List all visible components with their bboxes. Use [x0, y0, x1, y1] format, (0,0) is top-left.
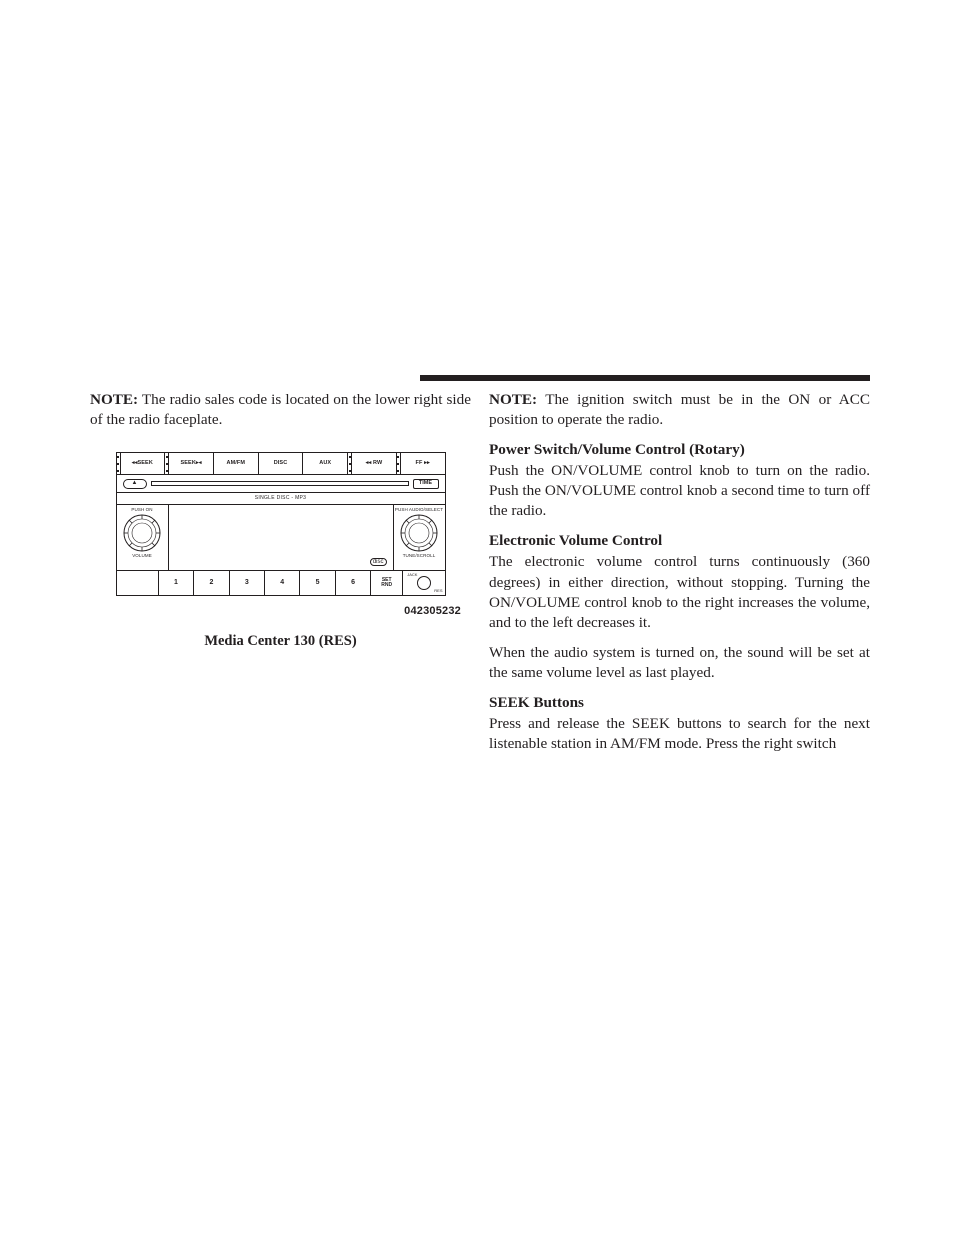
- time-button[interactable]: TIME: [413, 479, 439, 489]
- radio-top-row: ◂◂SEEK SEEK▸◂ AM/FM DISC AUX ◂◂ RW FF ▸▸: [117, 453, 445, 475]
- radio-bottom-row: 1 2 3 4 5 6 SETRND JACK RES: [117, 571, 445, 595]
- aux-jack-cell: JACK RES: [403, 571, 444, 595]
- figure-caption: Media Center 130 (RES): [90, 632, 471, 651]
- heading-seek: SEEK Buttons: [489, 693, 870, 713]
- preset-6[interactable]: 6: [336, 571, 371, 595]
- seek-back-button[interactable]: ◂◂SEEK: [121, 453, 166, 474]
- eject-icon: ▲: [132, 480, 138, 488]
- heading-power-switch: Power Switch/Volume Control (Rotary): [489, 440, 870, 460]
- radio-mid-row: PUSH ON: [117, 505, 445, 571]
- right-note: NOTE: The ignition switch must be in the…: [489, 390, 870, 430]
- note-text: The ignition switch must be in the ON or…: [489, 391, 870, 428]
- radio-figure: ◂◂SEEK SEEK▸◂ AM/FM DISC AUX ◂◂ RW FF ▸▸: [90, 452, 471, 651]
- bottom-spacer: [117, 571, 159, 595]
- page-content: NOTE: The radio sales code is located on…: [90, 390, 870, 754]
- disc-button[interactable]: DISC: [259, 453, 304, 474]
- preset-3[interactable]: 3: [230, 571, 265, 595]
- radio-slot-row: ▲ TIME: [117, 475, 445, 493]
- preset-5[interactable]: 5: [300, 571, 335, 595]
- heading-volume-control: Electronic Volume Control: [489, 531, 870, 551]
- preset-2[interactable]: 2: [194, 571, 229, 595]
- radio-display: disc: [169, 505, 393, 570]
- seek-fwd-button[interactable]: SEEK▸◂: [169, 453, 214, 474]
- aux-jack[interactable]: [417, 576, 431, 590]
- volume-label: VOLUME: [132, 553, 152, 559]
- header-rule: [420, 375, 870, 381]
- volume-knob-cell: PUSH ON: [117, 505, 169, 570]
- rw-button[interactable]: ◂◂ RW: [352, 453, 397, 474]
- para-seek: Press and release the SEEK buttons to se…: [489, 714, 870, 754]
- tune-label: TUNE/SCROLL: [403, 553, 436, 559]
- volume-knob[interactable]: [122, 513, 162, 553]
- tune-knob[interactable]: [399, 513, 439, 553]
- ff-button[interactable]: FF ▸▸: [401, 453, 445, 474]
- para-volume-control: The electronic volume control turns cont…: [489, 552, 870, 632]
- compact-disc-icon: disc: [370, 558, 387, 566]
- figure-code: 042305232: [90, 604, 471, 619]
- preset-1[interactable]: 1: [159, 571, 194, 595]
- eject-button[interactable]: ▲: [123, 479, 147, 489]
- note-label: NOTE:: [489, 391, 537, 408]
- amfm-button[interactable]: AM/FM: [214, 453, 259, 474]
- disc-slot[interactable]: [151, 481, 409, 486]
- preset-4[interactable]: 4: [265, 571, 300, 595]
- note-label: NOTE:: [90, 391, 138, 408]
- aux-button[interactable]: AUX: [303, 453, 348, 474]
- jack-label: JACK: [407, 572, 417, 577]
- left-column: NOTE: The radio sales code is located on…: [90, 390, 471, 754]
- radio-faceplate: ◂◂SEEK SEEK▸◂ AM/FM DISC AUX ◂◂ RW FF ▸▸: [116, 452, 446, 596]
- right-column: NOTE: The ignition switch must be in the…: [489, 390, 870, 754]
- res-label: RES: [434, 588, 442, 593]
- two-column-layout: NOTE: The radio sales code is located on…: [90, 390, 870, 754]
- disc-type-label: SINGLE DISC - MP3: [117, 493, 445, 505]
- note-text: The radio sales code is located on the l…: [90, 391, 471, 428]
- tune-knob-cell: PUSH AUDIO/SELECT: [393, 505, 445, 570]
- left-note: NOTE: The radio sales code is located on…: [90, 390, 471, 430]
- para-volume-memory: When the audio system is turned on, the …: [489, 643, 870, 683]
- para-power-switch: Push the ON/VOLUME control knob to turn …: [489, 461, 870, 521]
- set-rnd-button[interactable]: SETRND: [371, 571, 403, 595]
